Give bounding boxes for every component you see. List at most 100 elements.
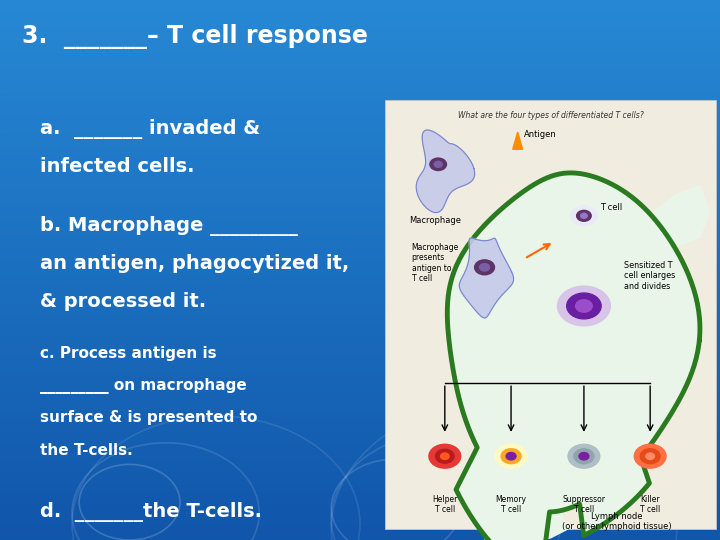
Bar <box>0 372 720 378</box>
Bar <box>0 60 720 68</box>
Bar <box>0 317 720 324</box>
Circle shape <box>436 449 454 463</box>
Bar <box>0 230 720 237</box>
Text: Helper
T cell: Helper T cell <box>432 495 457 514</box>
Circle shape <box>501 449 521 464</box>
Bar <box>0 432 720 438</box>
Bar <box>0 426 720 432</box>
Bar <box>0 276 720 284</box>
Bar <box>0 405 720 411</box>
Bar <box>0 94 720 102</box>
Text: Macrophage: Macrophage <box>409 216 461 225</box>
Bar <box>0 68 720 74</box>
Text: surface & is presented to: surface & is presented to <box>40 410 257 426</box>
Bar <box>0 507 720 513</box>
Bar <box>0 399 720 405</box>
Circle shape <box>580 213 588 218</box>
Bar <box>0 128 720 135</box>
Bar <box>0 6 720 14</box>
Bar <box>0 526 720 534</box>
Bar <box>0 438 720 445</box>
Polygon shape <box>485 486 567 540</box>
Text: Antigen: Antigen <box>524 130 557 139</box>
Text: Killer
T cell: Killer T cell <box>640 495 660 514</box>
Text: c. Process antigen is: c. Process antigen is <box>40 346 216 361</box>
Circle shape <box>571 206 597 226</box>
Bar <box>0 345 720 351</box>
Bar <box>0 122 720 128</box>
Bar <box>0 81 720 87</box>
Bar <box>0 534 720 540</box>
Bar <box>0 446 720 453</box>
Bar <box>0 20 720 27</box>
Bar <box>0 500 720 507</box>
Bar <box>0 338 720 345</box>
Circle shape <box>480 264 490 271</box>
Text: 3.  _______– T cell response: 3. _______– T cell response <box>22 24 367 49</box>
Bar <box>0 209 720 216</box>
Bar <box>0 418 720 426</box>
Bar <box>0 195 720 202</box>
Bar <box>0 472 720 480</box>
Polygon shape <box>459 238 513 318</box>
Text: & processed it.: & processed it. <box>40 292 206 310</box>
Bar <box>0 486 720 492</box>
Bar <box>0 270 720 276</box>
Circle shape <box>568 444 600 468</box>
Bar <box>0 202 720 209</box>
Bar <box>0 40 720 47</box>
Text: _________ on macrophage: _________ on macrophage <box>40 378 246 394</box>
Bar <box>0 148 720 156</box>
Circle shape <box>495 444 527 468</box>
Text: What are the four types of differentiated T cells?: What are the four types of differentiate… <box>458 111 644 120</box>
Circle shape <box>634 444 666 468</box>
Bar <box>0 324 720 330</box>
Bar <box>0 249 720 256</box>
Text: Suppressor
T cell: Suppressor T cell <box>562 495 606 514</box>
Bar <box>0 102 720 108</box>
Bar <box>0 168 720 176</box>
Text: infected cells.: infected cells. <box>40 157 194 176</box>
Circle shape <box>575 300 592 312</box>
Text: an antigen, phagocytized it,: an antigen, phagocytized it, <box>40 254 349 273</box>
Bar <box>0 480 720 486</box>
Bar <box>0 156 720 162</box>
Bar <box>0 452 720 459</box>
Bar <box>0 411 720 418</box>
Bar <box>0 303 720 310</box>
Bar <box>0 27 720 33</box>
Circle shape <box>474 260 495 275</box>
Circle shape <box>557 286 611 326</box>
Bar <box>0 465 720 472</box>
Bar <box>0 162 720 168</box>
Bar <box>0 108 720 115</box>
Bar <box>0 14 720 20</box>
Circle shape <box>567 293 601 319</box>
Circle shape <box>441 453 449 460</box>
Circle shape <box>430 158 446 171</box>
Bar <box>0 297 720 303</box>
Circle shape <box>579 453 589 460</box>
Circle shape <box>577 211 591 221</box>
Polygon shape <box>644 186 710 250</box>
Bar <box>0 176 720 183</box>
Bar <box>0 141 720 149</box>
Bar <box>0 330 720 338</box>
Circle shape <box>640 449 660 464</box>
Circle shape <box>429 444 461 468</box>
Bar <box>0 519 720 526</box>
Bar <box>385 100 716 529</box>
Bar <box>0 310 720 317</box>
Bar <box>0 216 720 222</box>
Bar <box>0 237 720 243</box>
Circle shape <box>646 453 654 460</box>
Bar <box>0 351 720 357</box>
Text: Sensitized T
cell enlarges
and divides: Sensitized T cell enlarges and divides <box>624 261 675 291</box>
Bar <box>0 87 720 94</box>
Bar <box>0 135 720 141</box>
Bar <box>0 284 720 291</box>
Text: the T-cells.: the T-cells. <box>40 443 132 458</box>
Bar <box>0 74 720 81</box>
Bar <box>0 183 720 189</box>
Bar <box>0 256 720 263</box>
